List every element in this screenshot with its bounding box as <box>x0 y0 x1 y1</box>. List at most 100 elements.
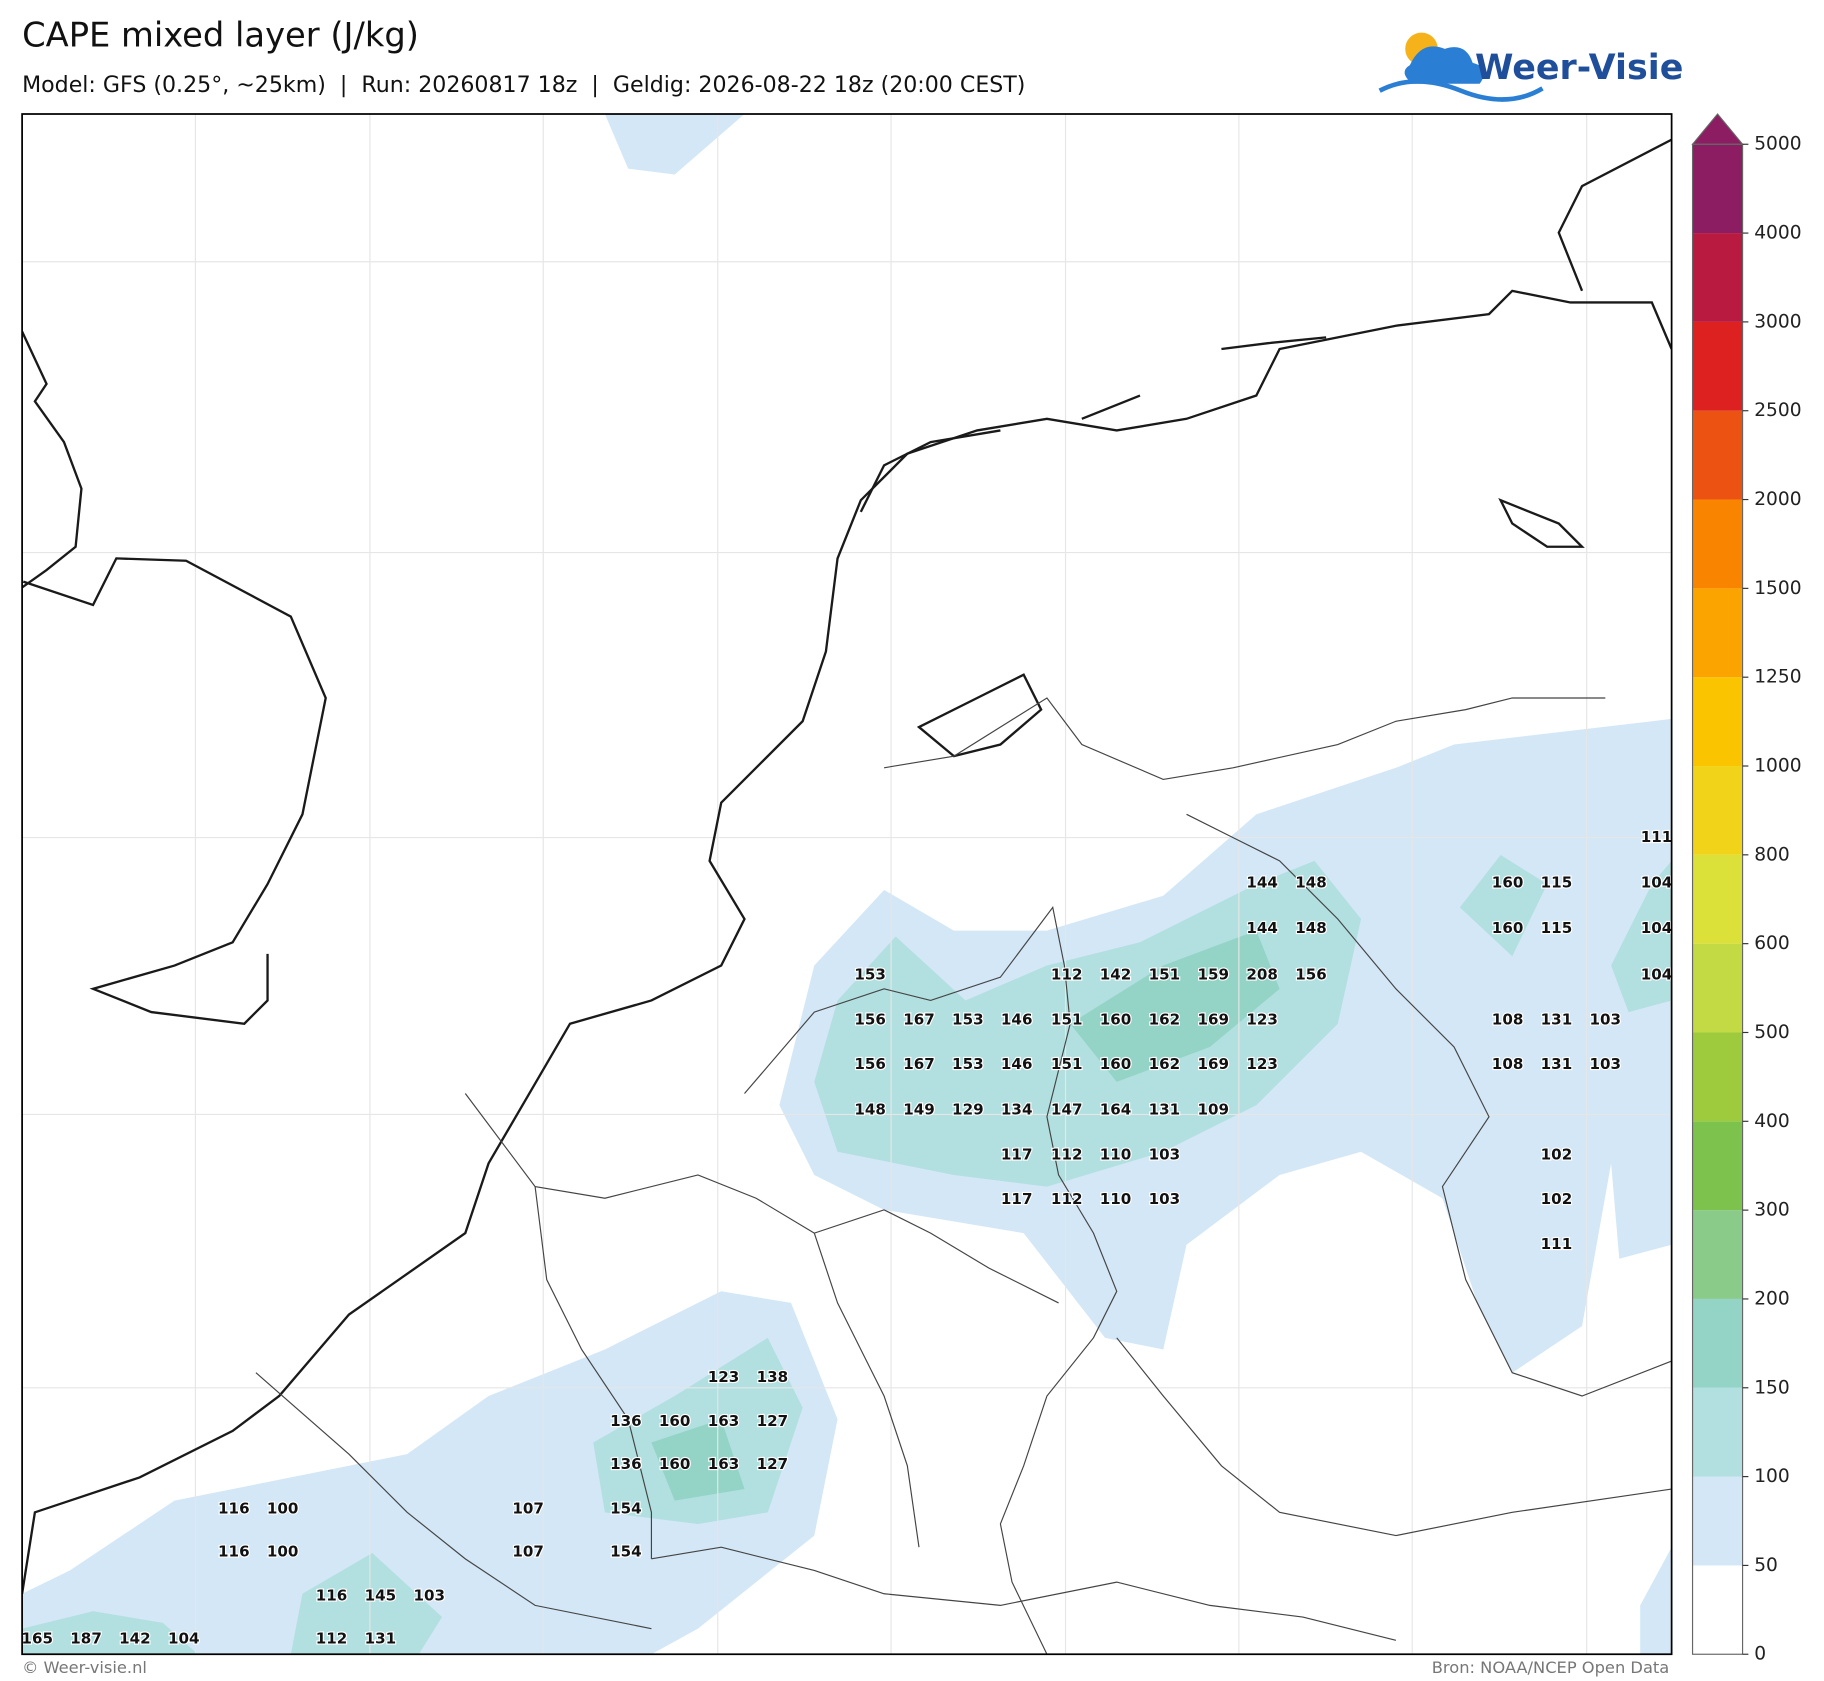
cape-value: 116 <box>218 1499 250 1517</box>
cape-value: 103 <box>1590 1011 1622 1029</box>
cape-value: 167 <box>903 1055 935 1073</box>
colorbar-bin <box>1692 321 1743 411</box>
cape-value: 144 <box>1246 919 1278 937</box>
cape-value: 146 <box>1001 1055 1033 1073</box>
cape-value: 104 <box>1641 919 1673 937</box>
colorbar-label: 5000 <box>1754 134 1801 155</box>
cape-value: 109 <box>1198 1100 1230 1118</box>
logo-text: Weer-Visie <box>1475 48 1683 88</box>
map-frame <box>21 113 1673 1656</box>
cape-value: 149 <box>903 1100 935 1118</box>
cape-value: 117 <box>1001 1146 1033 1164</box>
cape-value: 160 <box>659 1455 691 1473</box>
cape-value: 131 <box>1541 1011 1573 1029</box>
colorbar-label: 400 <box>1754 1111 1790 1132</box>
cape-value: 167 <box>903 1011 935 1029</box>
cape-value: 164 <box>1100 1100 1132 1118</box>
cape-value: 162 <box>1149 1011 1181 1029</box>
colorbar-bin <box>1692 1032 1743 1122</box>
cape-value: 160 <box>1492 873 1524 891</box>
colorbar-bin <box>1692 499 1743 589</box>
cape-value: 100 <box>267 1499 299 1517</box>
cape-value: 103 <box>1149 1190 1181 1208</box>
cape-value: 145 <box>365 1587 397 1605</box>
cape-value: 103 <box>413 1587 445 1605</box>
cape-value: 169 <box>1198 1011 1230 1029</box>
cape-value: 117 <box>1001 1190 1033 1208</box>
cape-value: 134 <box>1001 1100 1033 1118</box>
colorbar-bin <box>1692 677 1743 767</box>
colorbar: 0 50 100 150 200 300 400 500 600 800 1000 1250 1500 2… <box>1691 113 1802 1665</box>
cape-value: 112 <box>1051 1146 1083 1164</box>
cape-value: 136 <box>610 1412 642 1430</box>
title: CAPE mixed layer (J/kg) <box>22 16 419 55</box>
colorbar-bin <box>1692 233 1743 322</box>
cape-value: 160 <box>659 1412 691 1430</box>
colorbar-bin <box>1692 854 1743 944</box>
colorbar-label: 0 <box>1754 1644 1766 1665</box>
graticule <box>22 114 1672 1655</box>
cape-value: 123 <box>1246 1055 1278 1073</box>
cape-value: 104 <box>168 1630 200 1648</box>
cape-value: 116 <box>218 1542 250 1560</box>
cape-value: 151 <box>1051 1011 1083 1029</box>
cape-value: 165 <box>21 1630 53 1648</box>
cape-value: 102 <box>1541 1146 1573 1164</box>
cape-value: 131 <box>1541 1055 1573 1073</box>
cape-value: 136 <box>610 1455 642 1473</box>
cape-value: 160 <box>1100 1055 1132 1073</box>
cape-value: 112 <box>1051 1190 1083 1208</box>
cape-value: 156 <box>854 1011 886 1029</box>
colorbar-bin <box>1692 766 1743 855</box>
colorbar-bin <box>1692 588 1743 678</box>
cape-value: 127 <box>757 1455 789 1473</box>
cape-value: 160 <box>1100 1011 1132 1029</box>
cape-value: 148 <box>854 1100 886 1118</box>
cape-value: 148 <box>1295 919 1327 937</box>
colorbar-bin <box>1692 1565 1743 1655</box>
cape-value: 146 <box>1001 1011 1033 1029</box>
cape-value: 154 <box>610 1499 642 1517</box>
cape-value: 115 <box>1541 919 1573 937</box>
cape-value: 151 <box>1149 965 1181 983</box>
cape-shading <box>22 114 1672 1655</box>
colorbar-label: 2000 <box>1754 489 1801 510</box>
cape-value: 142 <box>119 1630 151 1648</box>
cape-value: 123 <box>708 1368 740 1386</box>
cape-value: 148 <box>1295 873 1327 891</box>
cape-value: 111 <box>1541 1235 1573 1253</box>
colorbar-label: 200 <box>1754 1288 1790 1309</box>
cape-value: 100 <box>267 1542 299 1560</box>
colorbar-frame <box>1691 143 1744 1655</box>
cape-value: 153 <box>952 1055 984 1073</box>
cape-value: 102 <box>1541 1190 1573 1208</box>
cape-value: 160 <box>1492 919 1524 937</box>
cape-values: 111 144 148 160 115 104 144 148 160 115 104 153 112 1… <box>21 827 1673 1649</box>
colorbar-bin <box>1692 1121 1743 1211</box>
colorbar-label: 3000 <box>1754 311 1801 332</box>
colorbar-bin <box>1692 410 1743 500</box>
colorbar-bin <box>1692 1476 1743 1566</box>
colorbar-bin <box>1692 1298 1743 1388</box>
colorbar-label: 500 <box>1754 1022 1790 1043</box>
cape-value: 110 <box>1100 1146 1132 1164</box>
colorbar-label: 4000 <box>1754 223 1801 244</box>
colorbar-bin <box>1692 943 1743 1033</box>
cape-value: 112 <box>1051 965 1083 983</box>
borders <box>255 697 1672 1655</box>
cape-value: 129 <box>952 1100 984 1118</box>
cape-value: 107 <box>512 1542 544 1560</box>
cape-value: 108 <box>1492 1055 1524 1073</box>
cape-value: 187 <box>70 1630 102 1648</box>
cape-value: 110 <box>1100 1190 1132 1208</box>
cape-value: 115 <box>1541 873 1573 891</box>
colorbar-label: 1000 <box>1754 756 1801 777</box>
cape-value: 153 <box>854 965 886 983</box>
cape-value: 138 <box>757 1368 789 1386</box>
colorbar-label: 300 <box>1754 1200 1790 1221</box>
cape-value: 144 <box>1246 873 1278 891</box>
cape-value: 162 <box>1149 1055 1181 1073</box>
cape-value: 147 <box>1051 1100 1083 1118</box>
colorbar-bin <box>1692 144 1743 234</box>
